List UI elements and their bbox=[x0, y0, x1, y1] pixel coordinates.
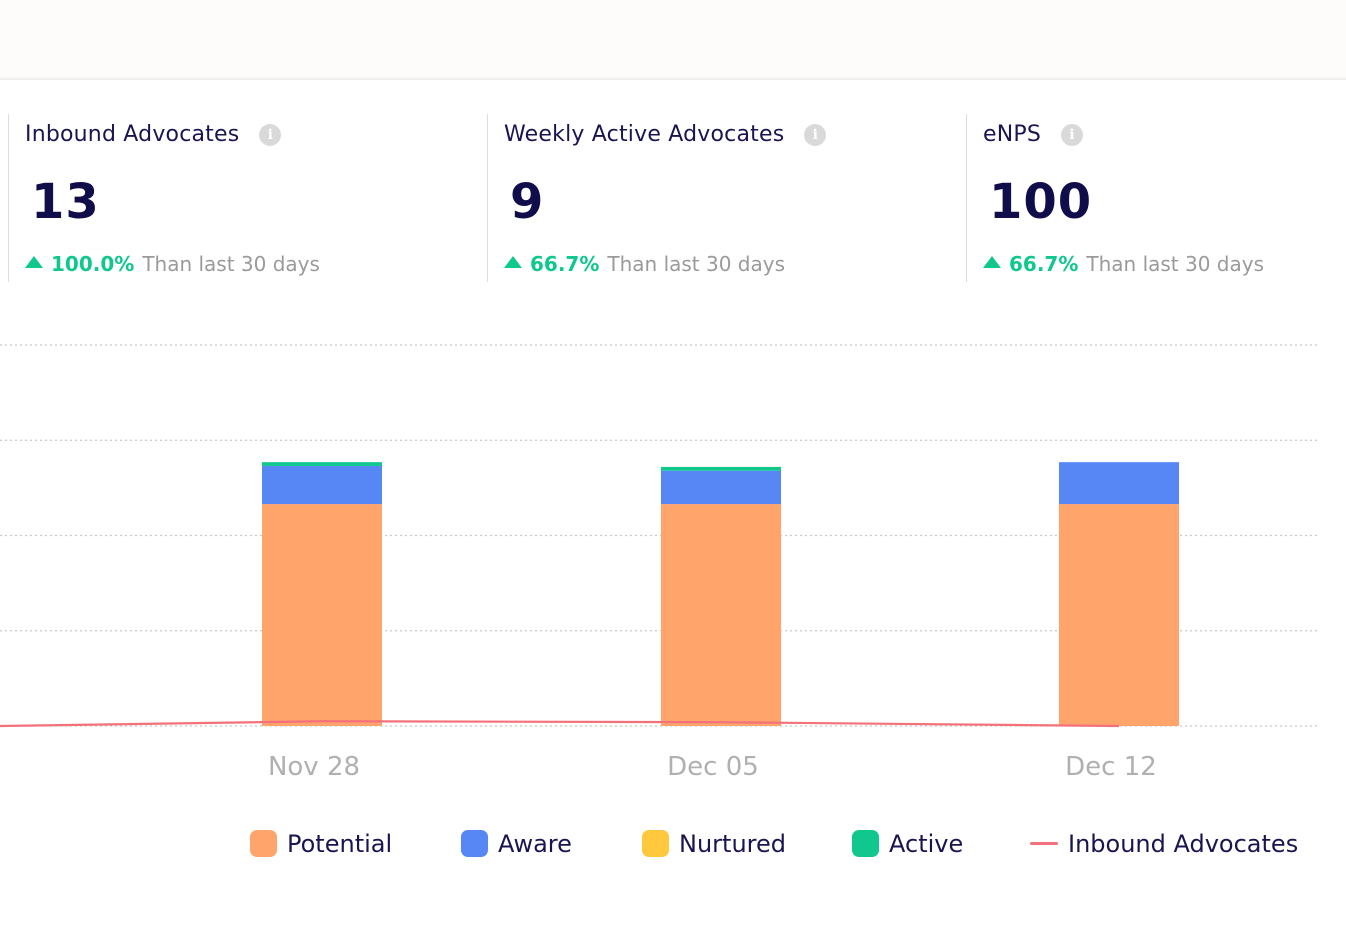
kpi-enps: eNPS i 100 66.7% Than last 30 days bbox=[966, 114, 1337, 282]
bar-segment-potential bbox=[1059, 504, 1179, 726]
legend-swatch-inbound-advocates bbox=[1030, 842, 1058, 845]
legend-label: Inbound Advocates bbox=[1068, 830, 1299, 858]
legend-swatch-aware bbox=[461, 830, 488, 857]
legend-swatch-potential bbox=[250, 830, 277, 857]
delta-caption: Than last 30 days bbox=[142, 252, 320, 276]
trend-up-icon bbox=[983, 256, 1001, 268]
legend-item-inbound-advocates[interactable]: Inbound Advocates bbox=[1030, 828, 1298, 860]
kpi-delta: 100.0% Than last 30 days bbox=[25, 252, 320, 276]
kpi-title: Weekly Active Advocates bbox=[504, 122, 785, 147]
legend-item-potential[interactable]: Potential bbox=[250, 828, 392, 860]
legend-item-nurtured[interactable]: Nurtured bbox=[642, 828, 786, 860]
kpi-title: eNPS bbox=[983, 122, 1042, 147]
kpi-title: Inbound Advocates bbox=[25, 122, 240, 147]
trend-up-icon bbox=[25, 256, 43, 268]
legend-label: Active bbox=[889, 830, 964, 858]
delta-percent: 66.7% bbox=[1009, 252, 1079, 276]
legend-label: Potential bbox=[287, 830, 393, 858]
legend-swatch-nurtured bbox=[642, 830, 669, 857]
bar-segment-aware bbox=[1059, 462, 1179, 505]
kpi-weekly-active-advocates: Weekly Active Advocates i 9 66.7% Than las… bbox=[487, 114, 958, 282]
x-tick-label: Dec 12 bbox=[1065, 752, 1157, 782]
kpi-value: 9 bbox=[510, 174, 545, 230]
info-icon[interactable]: i bbox=[804, 124, 827, 146]
legend-item-aware[interactable]: Aware bbox=[461, 828, 572, 860]
delta-percent: 100.0% bbox=[51, 252, 135, 276]
kpi-value: 100 bbox=[989, 174, 1093, 230]
bar-segment-aware bbox=[661, 470, 781, 505]
legend-label: Nurtured bbox=[679, 830, 786, 858]
legend-item-active[interactable]: Active bbox=[852, 828, 963, 860]
bar-segment-aware bbox=[262, 465, 382, 505]
bar-segment-potential bbox=[262, 504, 382, 726]
trend-up-icon bbox=[504, 256, 522, 268]
chart-legend: Potential Aware Nurtured Active Inbound … bbox=[0, 828, 1346, 860]
info-icon[interactable]: i bbox=[1061, 124, 1084, 146]
legend-label: Aware bbox=[498, 830, 572, 858]
bar-segment-potential bbox=[661, 504, 781, 726]
info-icon[interactable]: i bbox=[259, 124, 282, 146]
kpi-delta: 66.7% Than last 30 days bbox=[504, 252, 785, 276]
stacked-bar-chart: Nov 28 Dec 05 Dec 12 bbox=[0, 344, 1318, 782]
bar-segment-active bbox=[262, 462, 382, 466]
delta-caption: Than last 30 days bbox=[1086, 252, 1265, 276]
kpi-inbound-advocates: Inbound Advocates i 13 100.0% Than last 30… bbox=[8, 114, 479, 282]
delta-percent: 66.7% bbox=[530, 252, 600, 276]
kpi-delta: 66.7% Than last 30 days bbox=[983, 252, 1264, 276]
x-tick-label: Nov 28 bbox=[268, 752, 360, 782]
delta-caption: Than last 30 days bbox=[607, 252, 786, 276]
kpi-value: 13 bbox=[31, 174, 100, 230]
legend-swatch-active bbox=[852, 830, 879, 857]
x-tick-label: Dec 05 bbox=[667, 752, 759, 782]
kpi-row: Inbound Advocates i 13 100.0% Than last 30… bbox=[0, 0, 1346, 300]
inbound-advocates-line bbox=[0, 720, 1120, 728]
bar-segment-active bbox=[661, 466, 781, 471]
